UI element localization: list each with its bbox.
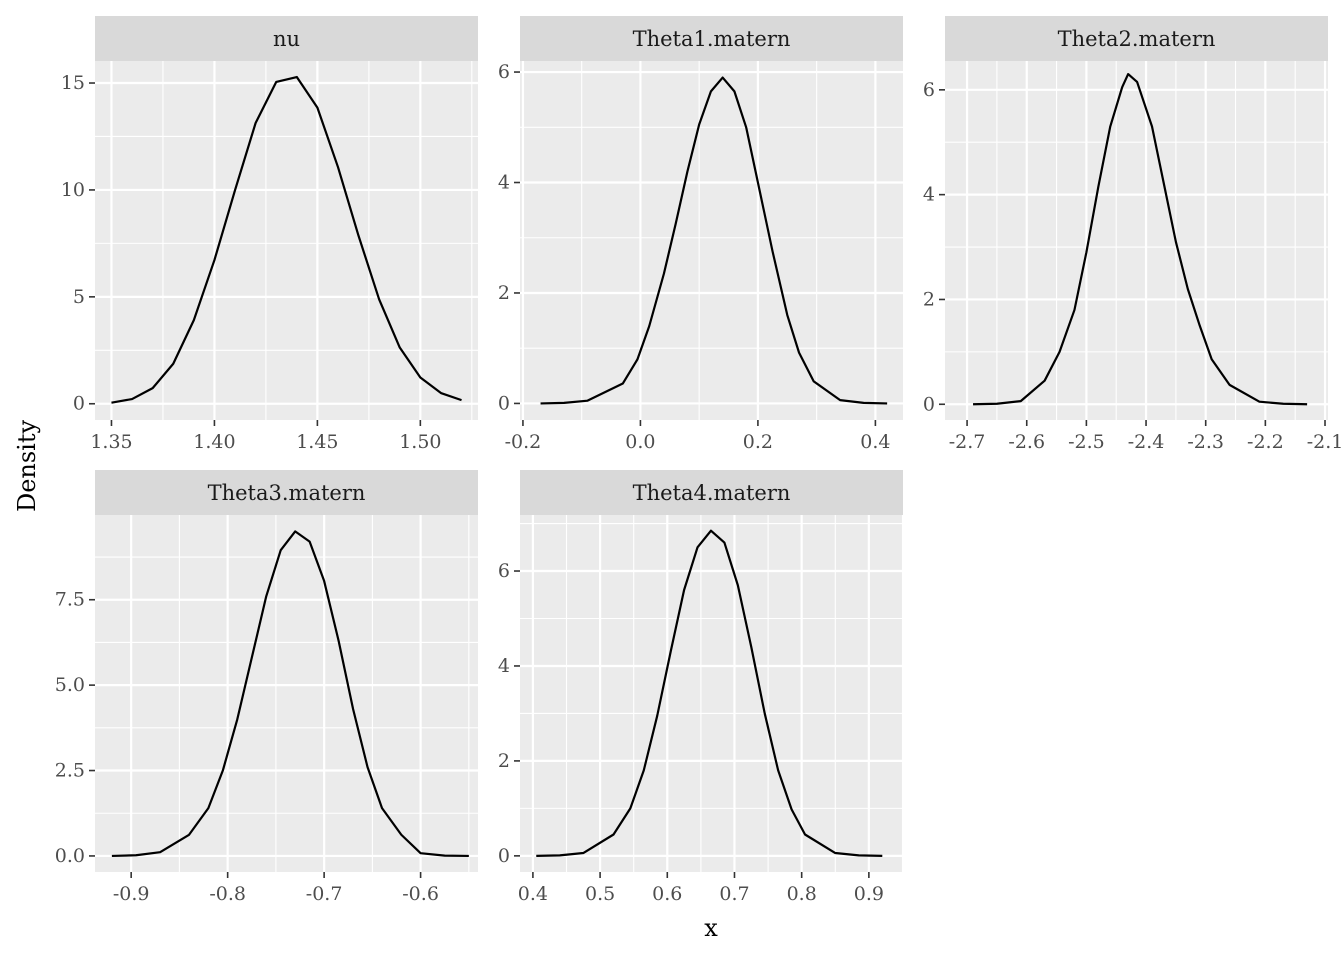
y-tick-label: 4	[498, 655, 510, 677]
y-tick-label: 2	[498, 282, 510, 304]
x-tick-label: -0.6	[402, 883, 439, 905]
x-tick-label: -2.3	[1187, 431, 1224, 453]
y-axis-title: Density	[13, 420, 41, 513]
x-tick-label: 1.45	[296, 431, 338, 453]
x-tick-label: -0.8	[209, 883, 246, 905]
gridlines	[945, 61, 1328, 420]
panel-theta4-matern: Theta4.matern 0.4 0.5 0.6 0.7 0.8 0.9 0 2 4 6	[498, 470, 903, 905]
x-tick-label: -2.5	[1068, 431, 1105, 453]
y-tick-label: 0	[73, 393, 85, 415]
panel-theta1-matern: Theta1.matern -0.2 0.0 0.2 0.4 0 2 4 6	[498, 16, 903, 453]
y-tick-label: 6	[498, 560, 510, 582]
plot-background	[520, 61, 903, 420]
x-tick-label: -0.9	[113, 883, 150, 905]
gridlines	[520, 515, 903, 872]
x-tick-label: 0.2	[743, 431, 773, 453]
x-tick-label: 0.7	[719, 883, 749, 905]
density-line	[973, 72, 1308, 406]
y-tick-label: 0	[498, 845, 510, 867]
x-tick-label: 1.50	[399, 431, 441, 453]
x-tick-label: 0.6	[652, 883, 682, 905]
facet-label: Theta4.matern	[633, 481, 791, 505]
panel-theta2-matern: Theta2.matern -2.7 -2.6 -2.5 -2.4 -2.3 -2.2 -2.…	[923, 16, 1344, 453]
y-tick-label: 5	[73, 286, 85, 308]
x-tick-label: 0.4	[860, 431, 890, 453]
y-tick-label: 4	[923, 184, 935, 206]
x-tick-label: 0.9	[854, 883, 884, 905]
x-tick-label: -0.2	[505, 431, 542, 453]
y-tick-label: 2	[498, 750, 510, 772]
x-tick-label: 1.35	[90, 431, 132, 453]
y-tick-label: 7.5	[55, 589, 85, 611]
facet-strip	[520, 16, 903, 61]
x-tick-label: 1.40	[193, 431, 235, 453]
x-tick-label: -2.6	[1008, 431, 1045, 453]
facet-strip	[520, 470, 903, 515]
facet-strip	[95, 16, 478, 61]
x-tick-label: -2.1	[1307, 431, 1344, 453]
facet-strip	[945, 16, 1328, 61]
gridlines	[95, 61, 478, 420]
density-line	[111, 75, 462, 404]
x-tick-label: 0.8	[787, 883, 817, 905]
density-line	[540, 76, 888, 405]
gridlines	[95, 515, 478, 872]
x-tick-label: -0.7	[306, 883, 343, 905]
x-tick-label: 0.4	[518, 883, 548, 905]
plot-background	[95, 61, 478, 420]
y-tick-label: 6	[498, 61, 510, 83]
y-tick-label: 0	[923, 393, 935, 415]
panel-nu: nu 1.35 1.40 1.45 1.50 0 5 10 15	[61, 16, 478, 453]
x-tick-label: -2.2	[1247, 431, 1284, 453]
gridlines	[520, 61, 903, 420]
panel-theta3-matern: Theta3.matern -0.9 -0.8 -0.7 -0.6 0.0 2.5 5.0 7.…	[55, 470, 478, 905]
y-tick-label: 0.0	[55, 845, 85, 867]
y-tick-label: 15	[61, 72, 85, 94]
density-line	[536, 529, 883, 857]
x-axis-title: x	[704, 914, 718, 942]
x-tick-label: -2.4	[1128, 431, 1165, 453]
panels: nu 1.35 1.40 1.45 1.50 0 5 10 15 Theta1.matern -0.…	[55, 16, 1344, 905]
y-tick-label: 6	[923, 79, 935, 101]
facet-strip	[95, 470, 478, 515]
facet-label: Theta3.matern	[208, 481, 366, 505]
y-tick-label: 5.0	[55, 674, 85, 696]
y-tick-label: 4	[498, 172, 510, 194]
plot-background	[945, 61, 1328, 420]
density-line	[111, 530, 469, 858]
facet-label: nu	[273, 27, 300, 51]
facet-label: Theta1.matern	[633, 27, 791, 51]
x-tick-label: -2.7	[949, 431, 986, 453]
y-tick-label: 0	[498, 392, 510, 414]
plot-background	[95, 515, 478, 872]
x-tick-label: 0.0	[625, 431, 655, 453]
y-tick-label: 2	[923, 288, 935, 310]
facet-label: Theta2.matern	[1058, 27, 1216, 51]
y-tick-label: 10	[61, 179, 85, 201]
plot-background	[520, 515, 903, 872]
y-tick-label: 2.5	[55, 760, 85, 782]
x-tick-label: 0.5	[585, 883, 615, 905]
